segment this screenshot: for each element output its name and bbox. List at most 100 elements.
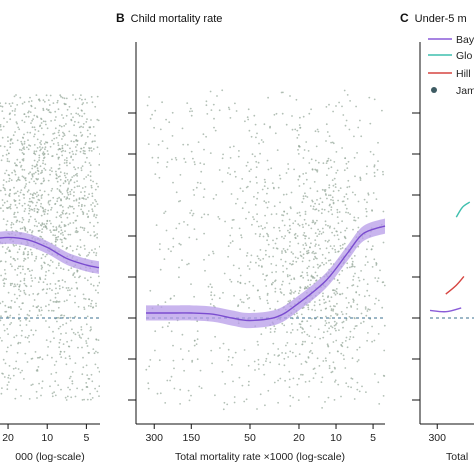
data-point [330,325,332,328]
data-point [92,148,95,150]
data-point [339,187,342,190]
data-point [9,284,12,287]
data-point [0,302,2,305]
data-point [60,314,62,317]
data-point [325,359,327,362]
data-point [275,237,278,240]
data-point [35,255,38,258]
data-point [87,337,90,340]
data-point [38,154,41,157]
data-point [8,160,11,163]
data-point [264,214,266,217]
data-point [2,184,5,186]
data-point [6,158,9,160]
data-point [30,200,32,203]
data-point [27,253,30,256]
data-point [67,206,70,209]
data-point [23,210,26,213]
data-point [315,145,318,148]
data-point [151,113,154,116]
data-point [67,269,70,272]
data-point [301,331,303,334]
data-point [271,182,274,185]
data-point [250,168,252,171]
data-point [15,360,18,363]
data-point [192,189,195,191]
data-point [341,341,344,344]
data-point [19,290,22,292]
data-point [82,102,85,104]
data-point [281,322,284,325]
data-point [74,315,77,318]
data-point [31,196,34,199]
data-point [27,251,29,253]
data-point [258,296,261,298]
data-point [24,185,27,188]
data-point [299,275,302,278]
data-point [5,169,8,172]
data-point [157,304,160,306]
data-point [205,104,208,107]
data-point [83,297,85,300]
data-point [351,191,354,194]
data-point [1,136,4,139]
data-point [352,299,355,302]
data-point [61,147,64,150]
data-point [256,340,259,343]
data-point [92,126,95,128]
data-point [55,173,58,176]
data-point [41,152,44,155]
data-point [15,180,18,182]
data-point [39,165,42,168]
data-point [183,221,185,223]
data-point [54,380,57,383]
data-point [54,127,57,130]
data-point [38,99,41,102]
data-point [218,297,221,300]
data-point [312,368,315,370]
data-point [229,234,232,237]
data-point [68,213,71,215]
data-point [36,225,38,228]
data-point [346,94,349,96]
data-point [308,380,311,383]
data-point [35,369,38,372]
data-point [210,109,213,111]
data-point [82,152,85,155]
data-point [57,235,60,238]
data-point [322,336,325,339]
data-point [55,116,57,118]
data-point [0,105,2,107]
data-point [357,200,360,203]
data-point [34,182,37,185]
data-point [375,198,378,201]
data-point [253,114,256,117]
data-point [63,300,66,303]
data-point [284,251,287,254]
data-point [208,254,210,256]
data-point [21,329,23,332]
data-point [230,280,233,283]
data-point [234,175,237,178]
data-point [12,257,15,260]
data-point [65,161,68,164]
data-point [83,194,86,197]
data-point [306,274,309,277]
data-point [360,312,363,315]
data-point [283,357,286,360]
data-point [247,364,250,367]
data-point [16,190,19,193]
data-point [64,238,67,240]
data-point [247,108,250,111]
data-point [16,274,19,276]
data-point [191,359,194,362]
data-point [166,379,169,382]
data-point [318,203,321,206]
data-point [63,314,66,317]
data-point [81,399,84,401]
data-point [282,248,285,250]
data-point [174,157,177,159]
data-point [30,208,33,211]
data-point [373,164,376,167]
data-point [267,389,270,392]
